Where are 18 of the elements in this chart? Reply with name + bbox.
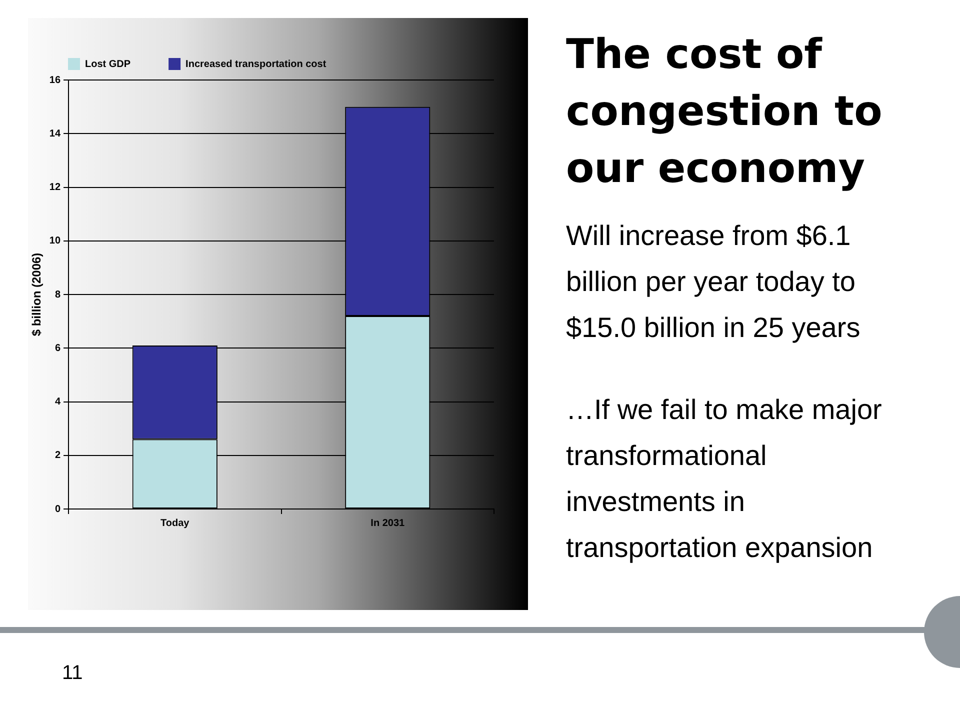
y-tick-label: 0 xyxy=(54,504,61,515)
y-tick-label: 8 xyxy=(54,289,61,300)
text: 11 xyxy=(62,662,83,685)
y-tick-label: 12 xyxy=(49,182,61,193)
legend-label: Increased transportation cost xyxy=(186,58,327,70)
x-tick-label: In 2031 xyxy=(370,518,406,529)
x-tick-label: Today xyxy=(160,518,190,529)
text: Will increase from $6.1 billion per year today to $15.0 billion in 25 years xyxy=(566,219,862,345)
legend-label: Lost GDP xyxy=(85,58,131,70)
y-tick-label: 10 xyxy=(49,236,61,247)
y-tick-label: 14 xyxy=(49,128,61,140)
text: The cost of congestion to our economy xyxy=(566,29,884,194)
y-tick-label: 16 xyxy=(49,74,61,86)
y-tick-label: 2 xyxy=(54,450,61,462)
y-axis-title: $ billion (2006) xyxy=(30,252,44,336)
y-tick-label: 6 xyxy=(54,342,61,354)
y-tick-label: 4 xyxy=(54,396,61,408)
text: …If we fail to make major transformational investments in transportation expansion xyxy=(566,393,883,565)
